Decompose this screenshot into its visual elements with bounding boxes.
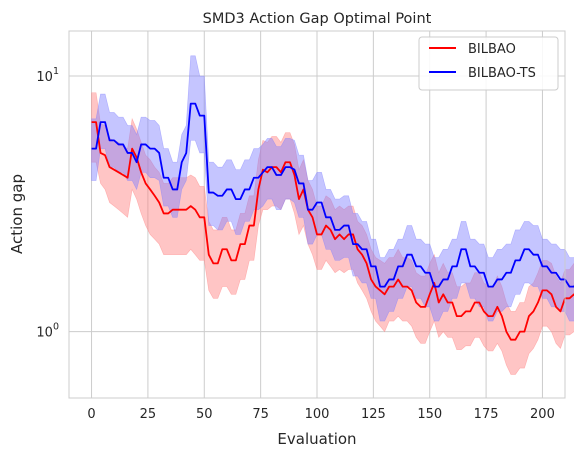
x-tick-labels: 0 25 50 75 100 125 150 175 200 [87,407,554,422]
chart-title: SMD3 Action Gap Optimal Point [203,11,432,27]
series-line-bilbao [91,121,574,341]
plot-frame [68,30,566,399]
legend-label-bilbao-ts: BILBAO-TS [468,66,536,81]
y-tick-labels: 100 101 [36,66,59,341]
legend-label-bilbao: BILBAO [468,42,516,57]
x-axis-label: Evaluation [277,430,356,448]
x-tick-label-175: 175 [474,407,499,422]
band-bilbao-ts [91,55,574,322]
series-line-bilbao-ts [91,102,574,288]
y-tick-label-10: 101 [36,66,59,85]
x-tick-label-100: 100 [305,407,330,422]
x-tick-label-50: 50 [196,407,213,422]
x-tick-label-200: 200 [530,407,555,422]
legend: BILBAO BILBAO-TS [418,36,559,91]
x-tick-label-25: 25 [140,407,157,422]
y-axis-label: Action gap [8,174,26,254]
x-tick-label-125: 125 [361,407,386,422]
series-lines [91,102,574,341]
x-tick-label-150: 150 [417,407,442,422]
y-tick-label-1: 100 [36,322,59,341]
x-tick-label-0: 0 [87,407,95,422]
x-tick-label-75: 75 [252,407,269,422]
legend-box [418,36,559,91]
